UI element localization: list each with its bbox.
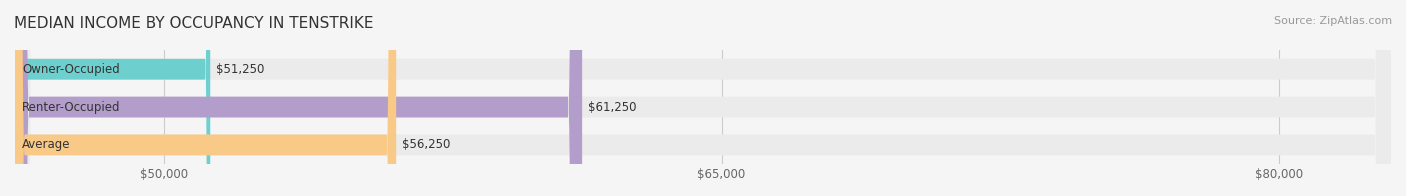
Text: Renter-Occupied: Renter-Occupied (22, 101, 121, 113)
FancyBboxPatch shape (15, 0, 211, 196)
Text: $56,250: $56,250 (402, 138, 450, 151)
FancyBboxPatch shape (15, 0, 1391, 196)
FancyBboxPatch shape (15, 0, 582, 196)
Text: Average: Average (22, 138, 70, 151)
Text: MEDIAN INCOME BY OCCUPANCY IN TENSTRIKE: MEDIAN INCOME BY OCCUPANCY IN TENSTRIKE (14, 16, 374, 31)
FancyBboxPatch shape (15, 0, 1391, 196)
Text: Owner-Occupied: Owner-Occupied (22, 63, 120, 76)
FancyBboxPatch shape (15, 0, 1391, 196)
Text: $61,250: $61,250 (588, 101, 636, 113)
Text: Source: ZipAtlas.com: Source: ZipAtlas.com (1274, 16, 1392, 26)
FancyBboxPatch shape (15, 0, 396, 196)
Text: $51,250: $51,250 (215, 63, 264, 76)
